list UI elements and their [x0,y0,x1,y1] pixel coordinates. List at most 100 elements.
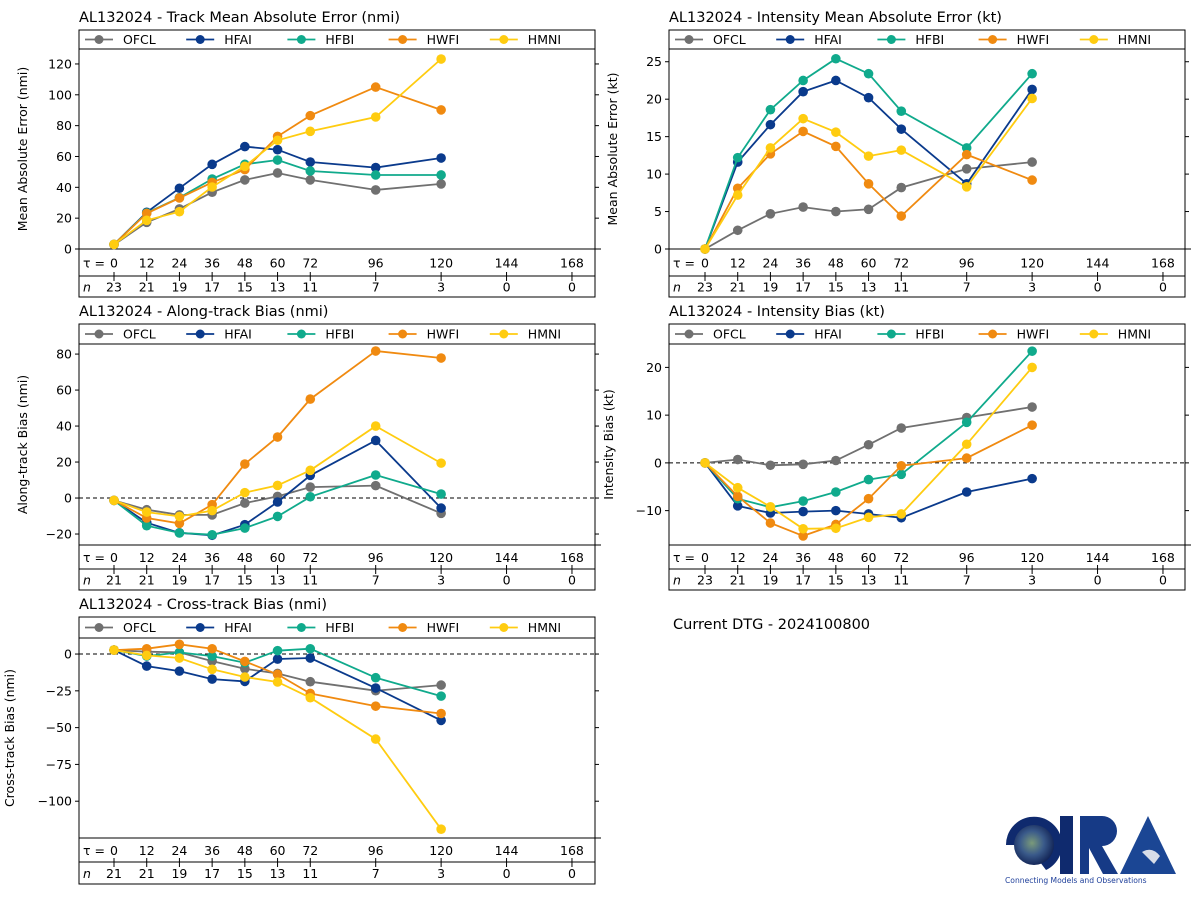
tau-label: τ = [83,256,105,271]
tau-tick-label: 96 [959,256,975,271]
data-point [370,170,381,180]
legend-marker [499,329,509,339]
y-tick-label: 25 [646,54,662,69]
data-point [1027,346,1037,356]
legend-marker [988,35,998,44]
legend-marker [296,329,306,339]
data-point [765,143,776,153]
data-point [798,86,808,97]
data-point [141,661,152,671]
data-point [896,124,907,134]
tau-tick-label: 24 [171,256,187,271]
y-tick-label: 0 [64,242,72,257]
data-point [961,164,972,174]
legend-marker [296,35,306,44]
data-point [436,680,446,690]
tau-label: τ = [83,550,105,565]
n-count-label: 3 [1028,573,1036,588]
data-point [831,75,841,86]
data-point [272,669,283,680]
n-count-label: 23 [697,280,713,295]
tau-tick-label: 60 [270,256,286,271]
series-line [113,172,442,246]
y-tick-label: −100 [38,794,72,809]
n-count-label: 11 [893,280,909,295]
data-point [109,495,119,506]
data-point [370,480,381,491]
data-point [305,653,316,663]
legend-marker [684,35,694,44]
n-count-label: 23 [697,573,713,588]
earth-icon [1014,825,1054,865]
data-point [370,82,381,92]
legend-label: HWFI [427,32,460,47]
legend-label: HFAI [224,620,252,635]
n-count-label: 19 [171,573,187,588]
tau-tick-label: 144 [495,256,519,271]
tau-label: τ = [673,256,695,271]
data-point [765,208,776,219]
data-point [272,654,283,664]
tau-tick-label: 0 [110,550,118,565]
n-count-label: 7 [372,280,380,295]
tau-tick-label: 48 [237,843,253,858]
tau-tick-label: 96 [959,550,975,565]
data-point [370,421,381,431]
legend-item-hfbi: HFBI [287,32,354,47]
data-point [436,153,446,163]
data-point [272,497,283,507]
tau-tick-label: 60 [861,256,877,271]
data-point [174,666,185,676]
n-count-label: 11 [302,280,318,295]
data-point [436,170,446,180]
chart-panel-4: AL132024 - Cross-track Bias (nmi) OFCL HFA… [2,597,601,885]
tau-tick-label: 0 [110,843,118,858]
n-count-label: 3 [437,573,445,588]
data-point [370,435,381,446]
data-point [305,126,316,137]
data-point [272,677,283,687]
y-tick-label: 10 [646,167,662,182]
legend-item-hwfi: HWFI [978,327,1050,342]
legend-marker [398,35,408,44]
chart-title: AL132024 - Along-track Bias (nmi) [79,304,328,320]
y-axis-label: Cross-track Bias (nmi) [2,669,17,807]
cira-logo: Connecting Models and Observations [1005,816,1176,885]
data-point [732,152,743,163]
tau-tick-label: 0 [701,550,709,565]
data-point [896,469,907,480]
data-point [831,523,841,534]
legend-marker [398,623,408,632]
n-count-label: 17 [204,866,220,881]
tau-tick-label: 144 [1086,256,1110,271]
n-count-label: 17 [795,573,811,588]
legend-marker [398,329,408,339]
n-count-label: 7 [372,866,380,881]
chart-title: AL132024 - Cross-track Bias (nmi) [79,597,327,613]
legend-item-hfbi: HFBI [877,327,944,342]
chart-title: AL132024 - Intensity Mean Absolute Error… [669,10,1002,26]
legend-label: HMNI [1118,32,1151,47]
data-point [765,104,776,115]
data-point [370,346,381,356]
data-point [436,708,446,719]
legend: OFCL HFAI HFBI HWFI HMNI [675,32,1151,47]
legend-marker [94,329,104,339]
data-point [765,518,776,528]
tau-tick-label: 60 [270,550,286,565]
tau-tick-label: 48 [828,550,844,565]
n-count-label: 17 [204,280,220,295]
tau-tick-label: 36 [204,843,220,858]
series-hfbi [109,470,446,540]
data-point [732,491,743,502]
series-hmni [109,54,446,250]
tau-tick-label: 168 [560,843,584,858]
data-point [436,691,446,701]
data-point [370,185,381,195]
n-label: n [83,280,91,295]
data-point [141,507,152,517]
tau-tick-label: 168 [560,256,584,271]
legend-label: HWFI [1017,327,1050,342]
data-point [240,459,250,469]
